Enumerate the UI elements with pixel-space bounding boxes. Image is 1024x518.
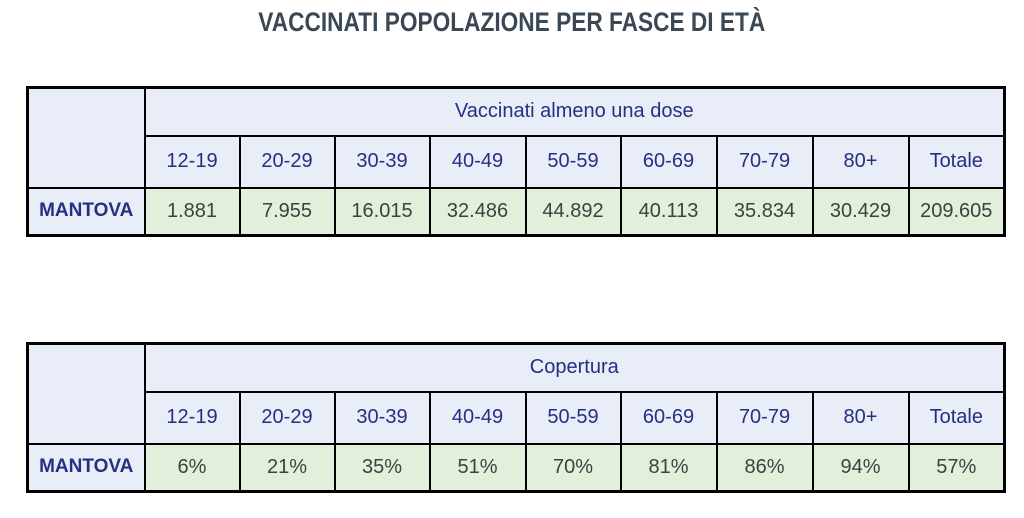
value-cell: 35.834 — [715, 186, 814, 237]
row-label-cell: MANTOVA — [26, 186, 146, 237]
table-row: MANTOVA 1.881 7.955 16.015 32.486 44.892… — [26, 186, 1006, 237]
age-header-cell: 40-49 — [428, 134, 527, 189]
value-cell: 51% — [428, 442, 527, 493]
group-header-cell: Vaccinati almeno una dose — [143, 86, 1006, 137]
value-cell: 86% — [715, 442, 814, 493]
age-header-cell: Totale — [907, 390, 1006, 445]
page-title: VACCINATI POPOLAZIONE PER FASCE DI ETÀ — [0, 7, 1024, 38]
value-cell: 32.486 — [428, 186, 527, 237]
table-coverage: Copertura 12-19 20-29 30-39 40-49 50-59 … — [26, 342, 1007, 493]
age-header-cell: 50-59 — [524, 134, 622, 189]
value-cell: 35% — [333, 442, 431, 493]
corner-cell — [26, 86, 146, 189]
value-cell: 44.892 — [524, 186, 622, 237]
row-label-cell: MANTOVA — [26, 442, 146, 493]
value-cell: 40.113 — [619, 186, 718, 237]
age-header-cell: 30-39 — [333, 134, 431, 189]
value-cell: 21% — [238, 442, 336, 493]
value-cell: 94% — [811, 442, 910, 493]
value-cell: 70% — [524, 442, 622, 493]
age-header-cell: 30-39 — [333, 390, 431, 445]
age-header-cell: 12-19 — [143, 390, 241, 445]
table-row: MANTOVA 6% 21% 35% 51% 70% 81% 86% 94% 5… — [26, 442, 1006, 493]
table-vaccinated-one-dose: Vaccinati almeno una dose 12-19 20-29 30… — [26, 86, 1006, 237]
value-cell: 16.015 — [333, 186, 431, 237]
group-header-cell: Copertura — [143, 342, 1006, 393]
value-cell: 209.605 — [907, 186, 1006, 237]
age-header-cell: 70-79 — [715, 390, 814, 445]
value-cell: 6% — [143, 442, 241, 493]
value-cell: 81% — [619, 442, 718, 493]
age-header-cell: 12-19 — [143, 134, 241, 189]
age-header-cell: 50-59 — [524, 390, 622, 445]
age-header-cell: Totale — [907, 134, 1006, 189]
age-header-cell: 60-69 — [619, 134, 718, 189]
age-header-cell: 70-79 — [715, 134, 814, 189]
age-header-cell: 80+ — [811, 390, 910, 445]
age-header-cell: 20-29 — [238, 390, 336, 445]
age-header-cell: 20-29 — [238, 134, 336, 189]
age-header-cell: 40-49 — [428, 390, 527, 445]
value-cell: 30.429 — [811, 186, 910, 237]
value-cell: 1.881 — [143, 186, 241, 237]
value-cell: 57% — [907, 442, 1006, 493]
age-header-cell: 80+ — [811, 134, 910, 189]
corner-cell — [26, 342, 146, 445]
value-cell: 7.955 — [238, 186, 336, 237]
age-header-cell: 60-69 — [619, 390, 718, 445]
page-title-text: VACCINATI POPOLAZIONE PER FASCE DI ETÀ — [258, 7, 766, 37]
